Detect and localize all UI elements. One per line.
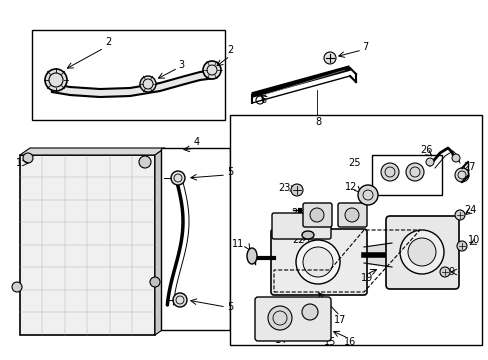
Text: 21: 21 <box>291 208 304 218</box>
Circle shape <box>139 156 151 168</box>
Circle shape <box>345 208 358 222</box>
Circle shape <box>407 238 435 266</box>
Text: 25: 25 <box>348 158 360 168</box>
Circle shape <box>303 247 332 277</box>
Text: 19: 19 <box>360 273 372 283</box>
Text: 5: 5 <box>226 167 233 177</box>
Text: 5: 5 <box>226 302 233 312</box>
Text: 24: 24 <box>463 205 475 215</box>
Text: 27: 27 <box>462 162 474 172</box>
Text: 12: 12 <box>344 182 356 192</box>
Text: 6: 6 <box>260 95 265 105</box>
Circle shape <box>454 168 468 182</box>
Circle shape <box>295 240 339 284</box>
Circle shape <box>267 306 291 330</box>
Text: 16: 16 <box>343 337 355 347</box>
Bar <box>32 30 224 120</box>
Circle shape <box>380 163 398 181</box>
Text: 15: 15 <box>323 337 336 347</box>
Text: 4: 4 <box>194 137 200 147</box>
Circle shape <box>171 171 184 185</box>
Bar <box>371 155 441 195</box>
Text: 8: 8 <box>314 117 321 127</box>
Bar <box>229 115 481 345</box>
Polygon shape <box>20 155 155 335</box>
Circle shape <box>454 210 464 220</box>
Text: 2: 2 <box>104 37 111 47</box>
Text: 17: 17 <box>333 315 346 325</box>
Text: 22: 22 <box>292 235 305 245</box>
Circle shape <box>357 185 377 205</box>
Circle shape <box>324 52 335 64</box>
Ellipse shape <box>302 231 313 239</box>
Circle shape <box>140 76 156 92</box>
Text: 18: 18 <box>411 245 423 255</box>
Circle shape <box>290 184 303 196</box>
Circle shape <box>203 61 221 79</box>
Circle shape <box>12 282 22 292</box>
Ellipse shape <box>246 248 257 264</box>
Text: 3: 3 <box>178 60 184 70</box>
FancyBboxPatch shape <box>270 229 366 295</box>
Circle shape <box>23 153 33 163</box>
FancyBboxPatch shape <box>385 216 458 289</box>
Circle shape <box>399 230 443 274</box>
Circle shape <box>173 293 186 307</box>
Circle shape <box>456 241 466 251</box>
Text: 10: 10 <box>467 235 479 245</box>
FancyBboxPatch shape <box>254 297 330 341</box>
Text: 11: 11 <box>231 239 244 249</box>
Text: 1: 1 <box>16 158 22 168</box>
FancyBboxPatch shape <box>337 203 366 227</box>
Text: 23: 23 <box>278 183 290 193</box>
Text: 20: 20 <box>352 205 365 215</box>
Polygon shape <box>20 148 164 155</box>
Text: 13: 13 <box>306 333 319 343</box>
Text: 7: 7 <box>361 42 367 52</box>
Circle shape <box>150 277 160 287</box>
FancyBboxPatch shape <box>271 213 330 239</box>
Circle shape <box>302 304 317 320</box>
Polygon shape <box>155 148 164 335</box>
Bar <box>161 148 229 330</box>
Circle shape <box>405 163 423 181</box>
FancyBboxPatch shape <box>303 203 331 227</box>
Text: 2: 2 <box>226 45 233 55</box>
Circle shape <box>451 154 459 162</box>
Circle shape <box>45 69 67 91</box>
Circle shape <box>425 158 433 166</box>
Circle shape <box>309 208 324 222</box>
Text: 26: 26 <box>419 145 431 155</box>
Text: 14: 14 <box>274 335 286 345</box>
Circle shape <box>439 267 449 277</box>
Text: 9: 9 <box>447 267 453 277</box>
